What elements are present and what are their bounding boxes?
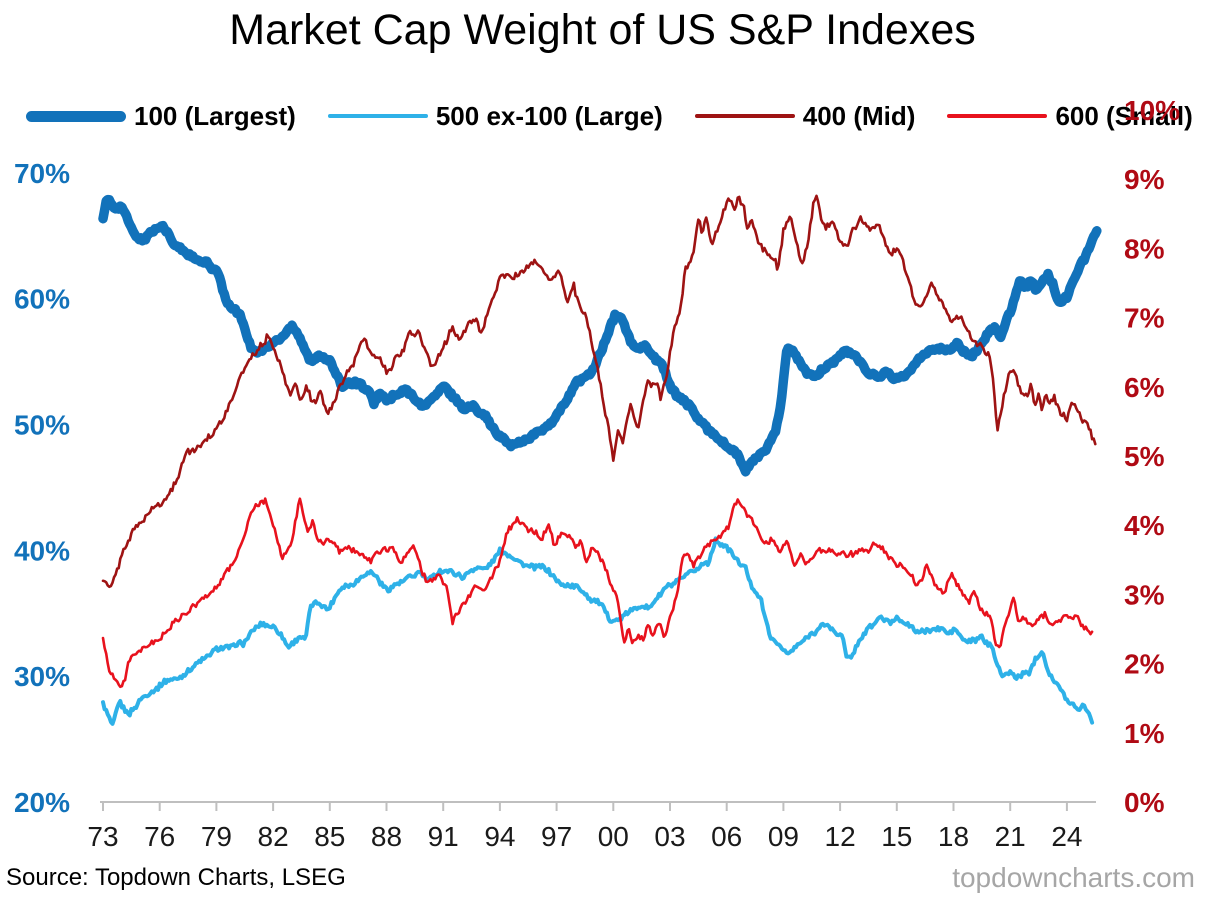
left-axis-label-30%: 30% bbox=[14, 661, 70, 692]
right-axis-label-6%: 6% bbox=[1124, 372, 1165, 403]
legend-label: 600 (Small) bbox=[1055, 100, 1193, 131]
left-axis-label-60%: 60% bbox=[14, 284, 70, 315]
x-axis-label-79: 79 bbox=[201, 821, 232, 852]
right-axis-label-8%: 8% bbox=[1124, 233, 1165, 264]
series-line-500-ex-100-large- bbox=[101, 536, 1095, 726]
legend-item-600: 600 (Small) bbox=[947, 100, 1193, 132]
x-axis-label-18: 18 bbox=[938, 821, 969, 852]
x-axis-label-97: 97 bbox=[541, 821, 572, 852]
legend: 100 (Largest) 500 ex-100 (Large) 400 (Mid)… bbox=[26, 99, 1205, 133]
legend-item-100: 100 (Largest) bbox=[26, 101, 296, 132]
right-axis-label-9%: 9% bbox=[1124, 164, 1165, 195]
right-axis-label-7%: 7% bbox=[1124, 303, 1165, 334]
x-axis-label-00: 00 bbox=[598, 821, 629, 852]
x-axis-label-76: 76 bbox=[144, 821, 175, 852]
x-axis-label-24: 24 bbox=[1051, 821, 1082, 852]
watermark: topdowncharts.com bbox=[952, 862, 1195, 893]
right-axis-label-1%: 1% bbox=[1124, 718, 1165, 749]
legend-item-500: 500 ex-100 (Large) bbox=[327, 100, 663, 132]
source-note: Source: Topdown Charts, LSEG bbox=[6, 864, 346, 891]
legend-label: 500 ex-100 (Large) bbox=[435, 100, 663, 131]
x-axis-label-15: 15 bbox=[881, 821, 912, 852]
x-axis-label-21: 21 bbox=[995, 821, 1026, 852]
right-axis-label-4%: 4% bbox=[1124, 510, 1165, 541]
right-axis-label-2%: 2% bbox=[1124, 649, 1165, 680]
x-axis-label-73: 73 bbox=[87, 821, 118, 852]
x-axis-label-09: 09 bbox=[768, 821, 799, 852]
legend-label: 100 (Largest) bbox=[134, 100, 296, 131]
x-axis-label-88: 88 bbox=[371, 821, 402, 852]
series-line-600-small- bbox=[101, 497, 1094, 689]
x-axis-label-91: 91 bbox=[428, 821, 459, 852]
legend-swatch-1 bbox=[26, 110, 126, 122]
right-axis-label-3%: 3% bbox=[1124, 579, 1165, 610]
x-axis-label-94: 94 bbox=[484, 821, 515, 852]
x-axis-label-85: 85 bbox=[314, 821, 345, 852]
left-axis-label-70%: 70% bbox=[14, 158, 70, 189]
right-axis-label-5%: 5% bbox=[1124, 441, 1165, 472]
x-axis-label-12: 12 bbox=[825, 821, 856, 852]
x-axis-label-03: 03 bbox=[654, 821, 685, 852]
series-line-100-largest- bbox=[98, 194, 1102, 477]
right-axis-label-10%: 10% bbox=[1124, 95, 1180, 126]
legend-swatch-2 bbox=[327, 114, 428, 118]
legend-swatch-4 bbox=[947, 114, 1048, 118]
left-axis-label-50%: 50% bbox=[14, 410, 70, 441]
x-axis-label-82: 82 bbox=[258, 821, 289, 852]
right-axis-label-0%: 0% bbox=[1124, 787, 1165, 818]
legend-item-400: 400 (Mid) bbox=[694, 100, 916, 132]
legend-label: 400 (Mid) bbox=[802, 100, 916, 131]
left-axis-label-20%: 20% bbox=[14, 787, 70, 818]
left-axis-label-40%: 40% bbox=[14, 535, 70, 566]
series-line-400-mid- bbox=[101, 194, 1097, 589]
x-axis-label-06: 06 bbox=[711, 821, 742, 852]
legend-swatch-3 bbox=[694, 114, 795, 118]
chart-title: Market Cap Weight of US S&P Indexes bbox=[229, 6, 976, 54]
